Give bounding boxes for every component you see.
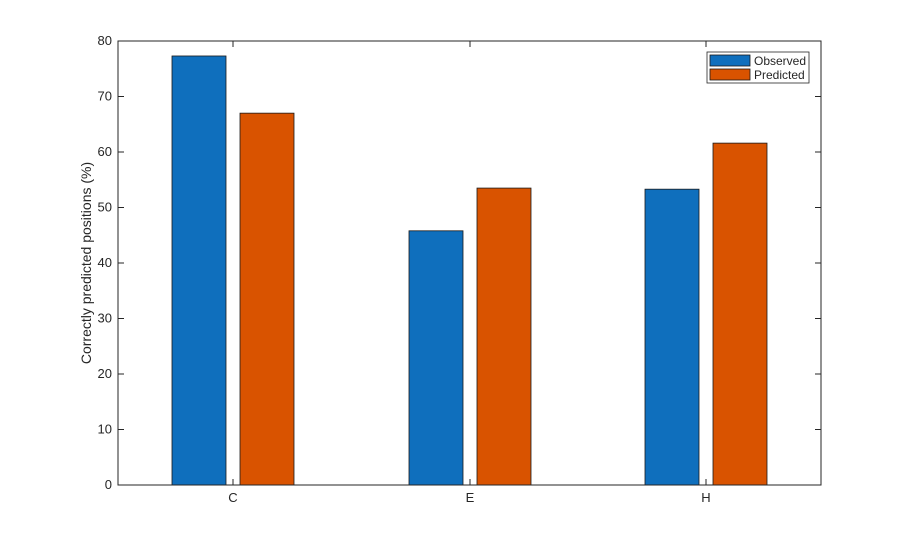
bar-observed-h [644,188,700,486]
bars-group [171,55,768,486]
y-axis-label: Correctly predicted positions (%) [78,162,94,364]
legend-swatch-observed [709,54,751,67]
bar-predicted-e [476,187,532,486]
x-tick-label-c: C [228,490,237,505]
plot-area [118,41,821,485]
y-tick-label: 70 [98,89,112,104]
y-tick-label: 20 [98,366,112,381]
y-tick-label: 0 [105,477,112,492]
bar-predicted-h [712,142,768,486]
x-tick-label-h: H [701,490,710,505]
legend-swatch-predicted [709,68,751,81]
legend-label-observed: Observed [754,54,806,68]
y-tick-label: 30 [98,311,112,326]
legend-label-predicted: Predicted [754,68,805,82]
y-tick-label: 80 [98,33,112,48]
ticks-group: 0 10 20 30 40 50 60 70 80 C E H [98,33,821,505]
y-tick-label: 50 [98,200,112,215]
x-tick-label-e: E [466,490,475,505]
bar-observed-e [408,230,464,486]
bar-predicted-c [239,112,295,486]
axes-box [117,40,822,486]
y-tick-label: 10 [98,422,112,437]
y-tick-label: 60 [98,144,112,159]
y-tick-label: 40 [98,255,112,270]
bar-observed-c [171,55,227,486]
